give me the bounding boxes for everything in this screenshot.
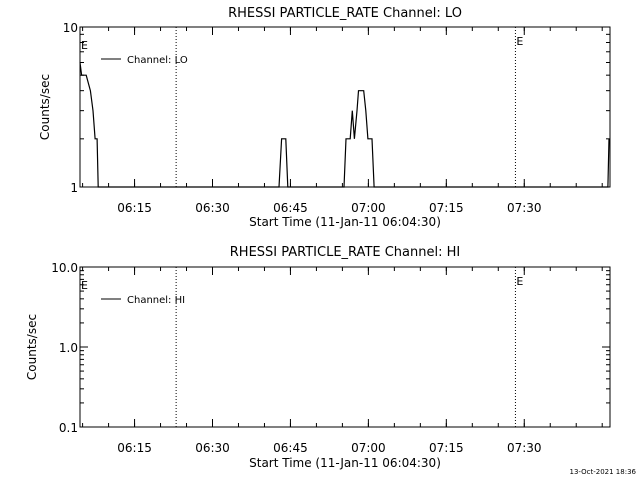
x-tick-label: 07:00 [351, 201, 386, 215]
x-tick-label: 06:15 [117, 441, 152, 455]
x-tick-label: 06:30 [195, 441, 230, 455]
event-marker-label: E [516, 35, 523, 48]
legend-label: Channel: LO [127, 55, 188, 66]
y-tick-label: 1.0 [59, 341, 78, 355]
plot-frame [79, 26, 611, 188]
panel-lo: RHESSI PARTICLE_RATE Channel: LO 06:15 06:… [38, 6, 611, 229]
chart-title: RHESSI PARTICLE_RATE Channel: LO [228, 6, 462, 21]
footer-timestamp: 13-Oct-2021 18:36 [570, 468, 637, 476]
x-tick-label: 07:30 [507, 441, 542, 455]
x-tick-label: 06:15 [117, 201, 152, 215]
x-tick-label: 06:30 [195, 201, 230, 215]
chart-title: RHESSI PARTICLE_RATE Channel: HI [230, 245, 460, 260]
x-tick-label: 07:15 [429, 441, 464, 455]
y-axis-label: Counts/sec [25, 314, 39, 380]
y-tick-label: 0.1 [59, 421, 78, 435]
left-event-marker-label: E [81, 279, 88, 292]
x-tick-label: 07:15 [429, 201, 464, 215]
series-line [79, 62, 610, 188]
event-marker-label: E [516, 275, 523, 288]
x-tick-label: 07:00 [351, 441, 386, 455]
plot-frame [79, 266, 611, 428]
x-tick-label: 07:30 [507, 201, 542, 215]
x-axis-label: Start Time (11-Jan-11 06:04:30) [249, 456, 441, 470]
y-tick-label: 10.0 [51, 261, 78, 275]
panel-hi: RHESSI PARTICLE_RATE Channel: HI 06:15 06:… [25, 245, 611, 470]
y-tick-label: 1 [70, 181, 78, 195]
x-axis-label: Start Time (11-Jan-11 06:04:30) [249, 215, 441, 229]
x-tick-label: 06:45 [273, 441, 308, 455]
x-tick-label: 06:45 [273, 201, 308, 215]
y-tick-label: 10 [63, 21, 78, 35]
y-axis-label: Counts/sec [38, 74, 52, 140]
legend-label: Channel: HI [127, 295, 185, 306]
left-event-marker-label: E [81, 39, 88, 52]
